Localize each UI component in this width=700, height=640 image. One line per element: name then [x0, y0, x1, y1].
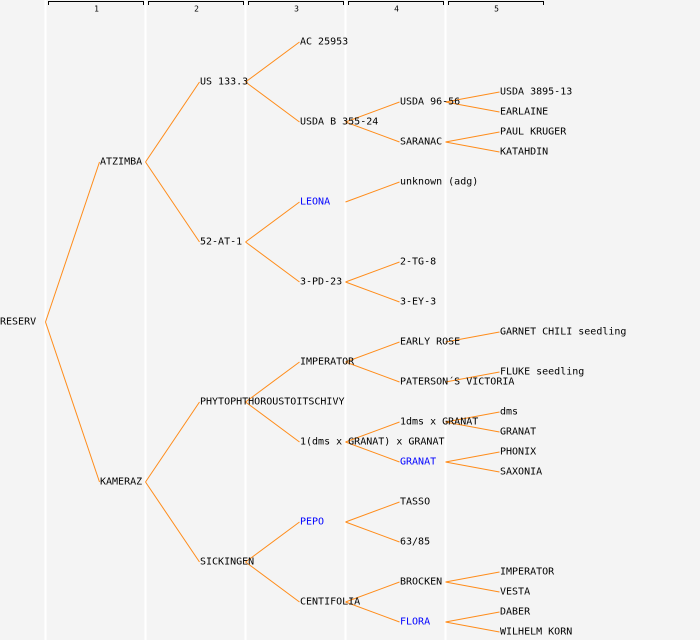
pedigree-node[interactable]: PHONIX	[500, 447, 536, 458]
pedigree-link	[245, 201, 300, 243]
pedigree-node[interactable]: SAXONIA	[500, 467, 542, 478]
pedigree-link	[345, 121, 400, 143]
pedigree-node[interactable]: RESERV	[0, 317, 36, 328]
pedigree-node[interactable]: SARANAC	[400, 137, 442, 148]
pedigree-link	[245, 81, 300, 123]
pedigree-link	[445, 101, 500, 113]
pedigree-link	[445, 571, 500, 583]
generation-bracket	[448, 1, 544, 5]
generation-number: 5	[494, 5, 499, 14]
pedigree-link	[345, 261, 400, 283]
pedigree-node[interactable]: KATAHDIN	[500, 147, 548, 158]
pedigree-node[interactable]: 3-EY-3	[400, 297, 436, 308]
pedigree-link	[345, 601, 400, 623]
pedigree-node[interactable]: PHYTOPHTHOROUSTOITSCHIVY	[200, 397, 345, 408]
generation-number: 4	[394, 5, 399, 14]
pedigree-node[interactable]: IMPERATOR	[300, 357, 355, 368]
pedigree-link	[145, 401, 200, 483]
pedigree-link	[145, 81, 200, 163]
pedigree-node[interactable]: IMPERATOR	[500, 567, 555, 578]
pedigree-node[interactable]: BROCKEN	[400, 577, 442, 588]
pedigree-node[interactable]: KAMERAZ	[100, 477, 142, 488]
pedigree-link	[245, 521, 300, 563]
pedigree-link	[445, 331, 500, 343]
pedigree-node[interactable]: PEPO	[300, 517, 324, 528]
pedigree-node[interactable]: 1(dms x GRANAT) x GRANAT	[300, 437, 445, 448]
pedigree-node[interactable]: CENTIFOLIA	[300, 597, 360, 608]
pedigree-link	[445, 411, 500, 423]
pedigree-link	[345, 441, 400, 463]
pedigree-node[interactable]: VESTA	[500, 587, 530, 598]
pedigree-link	[445, 131, 500, 143]
pedigree-node[interactable]: FLUKE seedling	[500, 367, 584, 378]
generation-bracket	[148, 1, 244, 5]
pedigree-nodes: AC 25953 USDA 3895-13 EARLAINE USDA 96-56 PA…	[0, 37, 626, 638]
pedigree-node[interactable]: AC 25953	[300, 37, 348, 48]
pedigree-link	[345, 501, 400, 523]
pedigree-node[interactable]: USDA 3895-13	[500, 87, 572, 98]
pedigree-link	[345, 421, 400, 443]
pedigree-node[interactable]: 52-AT-1	[200, 237, 242, 248]
pedigree-node[interactable]: dms	[500, 407, 518, 418]
pedigree-node[interactable]: 63/85	[400, 537, 430, 548]
pedigree-link	[345, 361, 400, 383]
pedigree-link	[145, 481, 200, 563]
pedigree-node[interactable]: LEONA	[300, 197, 330, 208]
pedigree-node[interactable]: 3-PD-23	[300, 277, 342, 288]
generation-bracket	[348, 1, 444, 5]
pedigree-node[interactable]: PATERSON´S VICTORIA	[400, 376, 514, 388]
pedigree-links	[45, 41, 500, 633]
pedigree-link	[245, 241, 300, 283]
pedigree-node[interactable]: EARLAINE	[500, 107, 548, 118]
pedigree-node[interactable]: PAUL KRUGER	[500, 127, 567, 138]
pedigree-link	[345, 521, 400, 543]
pedigree-node[interactable]: TASSO	[400, 497, 430, 508]
pedigree-node[interactable]: DABER	[500, 607, 531, 618]
pedigree-node[interactable]: FLORA	[400, 617, 430, 628]
generation-headers: 1 2 3 4 5	[48, 1, 544, 14]
pedigree-node[interactable]: GRANAT	[400, 457, 436, 468]
pedigree-link	[145, 161, 200, 243]
pedigree-link	[45, 161, 100, 323]
pedigree-link	[245, 41, 300, 83]
pedigree-link	[345, 341, 400, 363]
pedigree-link	[345, 181, 400, 203]
pedigree-link	[245, 361, 300, 403]
pedigree-link	[445, 421, 500, 433]
pedigree-node[interactable]: USDA B 355-24	[300, 117, 378, 128]
pedigree-node[interactable]: USDA 96-56	[400, 97, 460, 108]
pedigree-node[interactable]: EARLY ROSE	[400, 337, 460, 348]
pedigree-link	[445, 581, 500, 593]
pedigree-link	[445, 91, 500, 103]
pedigree-link	[445, 371, 500, 383]
pedigree-node[interactable]: unknown (adg)	[400, 177, 478, 188]
pedigree-link	[445, 611, 500, 623]
pedigree-link	[445, 141, 500, 153]
pedigree-link	[345, 101, 400, 123]
pedigree-link	[345, 281, 400, 303]
pedigree-link	[445, 451, 500, 463]
pedigree-node[interactable]: SICKINGEN	[200, 557, 254, 568]
pedigree-node[interactable]: ATZIMBA	[100, 157, 142, 168]
generation-bracket	[48, 1, 144, 5]
pedigree-link	[45, 321, 100, 483]
generation-number: 3	[294, 5, 299, 14]
pedigree-node[interactable]: US 133.3	[200, 77, 248, 88]
pedigree-link	[345, 581, 400, 603]
pedigree-link	[445, 461, 500, 473]
pedigree-link	[445, 621, 500, 633]
pedigree-link	[245, 401, 300, 443]
pedigree-node[interactable]: GRANAT	[500, 427, 536, 438]
pedigree-node[interactable]: 2-TG-8	[400, 257, 436, 268]
generation-number: 2	[194, 5, 199, 14]
pedigree-link	[245, 561, 300, 603]
pedigree-node[interactable]: WILHELM KORN	[500, 627, 572, 638]
column-separators	[44, 0, 447, 640]
pedigree-node[interactable]: 1dms x GRANAT	[400, 417, 478, 428]
generation-number: 1	[94, 5, 99, 14]
generation-bracket	[248, 1, 344, 5]
pedigree-node[interactable]: GARNET CHILI seedling	[500, 327, 626, 338]
